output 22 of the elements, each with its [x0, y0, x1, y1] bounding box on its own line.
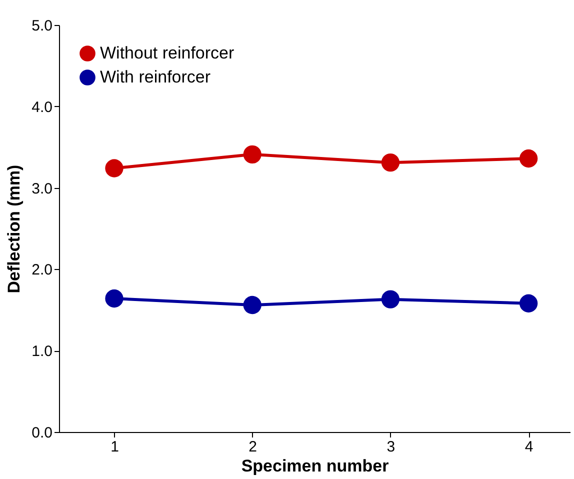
x-axis-title: Specimen number	[241, 456, 390, 476]
point	[381, 154, 400, 172]
point	[105, 289, 124, 308]
x-tick-label: 4	[524, 438, 534, 456]
point	[243, 145, 262, 164]
legend-label: With reinforcer	[100, 68, 211, 86]
y-axis-title: Deflection (mm)	[4, 164, 24, 294]
point	[519, 294, 538, 312]
y-tick-label: 3.0	[32, 180, 52, 198]
x-tick-label: 1	[110, 438, 119, 456]
x-tick-label: 2	[248, 438, 258, 456]
point	[519, 149, 538, 168]
point	[105, 159, 124, 178]
y-tick-label: 1.0	[32, 343, 52, 360]
x-tick-label: 3	[386, 438, 396, 456]
y-tick-label: 0.0	[32, 424, 52, 442]
y-tick-label: 2.0	[32, 262, 52, 279]
y-tick-label: 5.0	[32, 18, 52, 34]
point	[381, 290, 400, 308]
y-tick-label: 4.0	[32, 98, 52, 116]
legend-label: Without reinforcer	[100, 44, 234, 62]
point	[243, 296, 262, 314]
